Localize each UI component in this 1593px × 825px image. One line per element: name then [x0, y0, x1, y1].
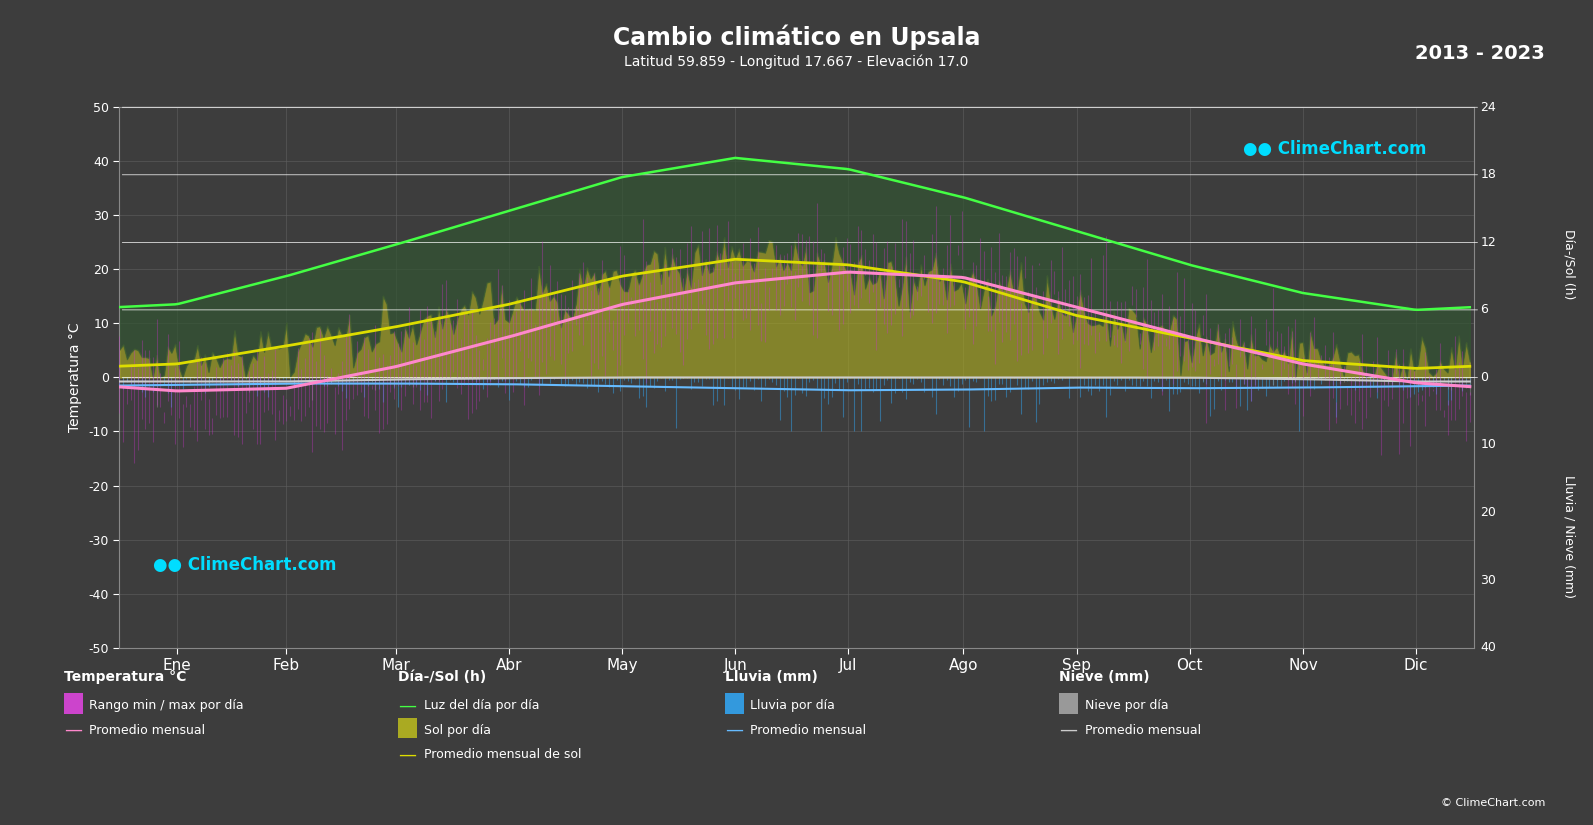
Text: Día-/Sol (h): Día-/Sol (h) [398, 670, 486, 684]
Text: —: — [725, 721, 742, 739]
Text: Día-/Sol (h): Día-/Sol (h) [1563, 229, 1575, 299]
Text: ●● ClimeChart.com: ●● ClimeChart.com [1244, 139, 1427, 158]
Text: —: — [64, 721, 81, 739]
Text: Cambio climático en Upsala: Cambio climático en Upsala [613, 25, 980, 50]
Text: Lluvia / Nieve (mm): Lluvia / Nieve (mm) [1563, 474, 1575, 598]
Text: Lluvia por día: Lluvia por día [750, 699, 835, 712]
Text: Promedio mensual: Promedio mensual [89, 724, 205, 737]
Text: Latitud 59.859 - Longitud 17.667 - Elevación 17.0: Latitud 59.859 - Longitud 17.667 - Eleva… [624, 54, 969, 69]
Text: —: — [398, 696, 416, 714]
Text: 24: 24 [1480, 101, 1496, 114]
Text: 20: 20 [1480, 506, 1496, 519]
Text: Sol por día: Sol por día [424, 724, 491, 737]
Text: Promedio mensual: Promedio mensual [750, 724, 867, 737]
Y-axis label: Temperatura °C: Temperatura °C [67, 323, 81, 432]
Text: Nieve (mm): Nieve (mm) [1059, 670, 1150, 684]
Text: —: — [398, 746, 416, 764]
Text: ●● ClimeChart.com: ●● ClimeChart.com [153, 556, 336, 573]
Text: 18: 18 [1480, 168, 1496, 182]
Text: —: — [1059, 721, 1077, 739]
Text: Nieve por día: Nieve por día [1085, 699, 1168, 712]
Text: Rango min / max por día: Rango min / max por día [89, 699, 244, 712]
Text: 12: 12 [1480, 236, 1496, 249]
Text: Promedio mensual: Promedio mensual [1085, 724, 1201, 737]
Text: © ClimeChart.com: © ClimeChart.com [1440, 799, 1545, 808]
Text: Lluvia (mm): Lluvia (mm) [725, 670, 817, 684]
Text: 6: 6 [1480, 304, 1488, 317]
Text: Temperatura °C: Temperatura °C [64, 670, 186, 684]
Text: Luz del día por día: Luz del día por día [424, 699, 540, 712]
Text: 2013 - 2023: 2013 - 2023 [1416, 44, 1545, 64]
Text: 10: 10 [1480, 438, 1496, 451]
Text: 40: 40 [1480, 641, 1496, 654]
Text: Promedio mensual de sol: Promedio mensual de sol [424, 748, 581, 761]
Text: 0: 0 [1480, 371, 1488, 384]
Text: 30: 30 [1480, 573, 1496, 587]
